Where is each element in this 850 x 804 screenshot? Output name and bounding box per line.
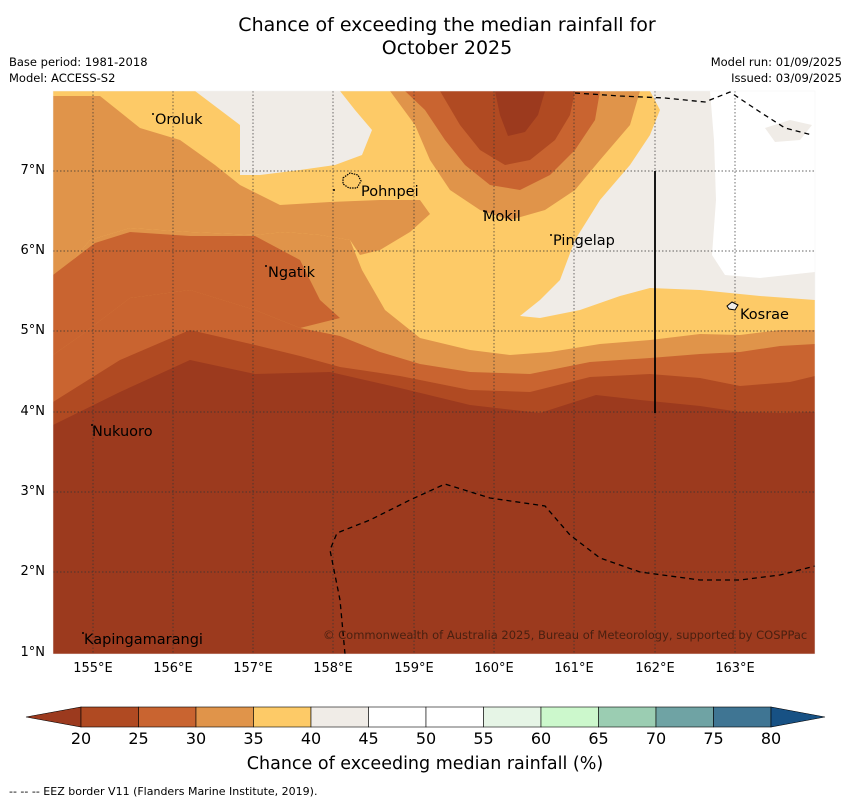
island-dots [82,113,552,634]
colorbar-tick-label: 50 [415,729,437,748]
colorbar-cell [195,706,254,728]
map-title: Chance of exceeding the median rainfall … [0,14,850,60]
band-45-50-north [195,91,372,175]
place-nukuoro: Nukuoro [92,424,153,440]
lat-label: 7°N [20,163,46,178]
colorbar-cell [655,706,714,728]
colorbar-tick-label: 25 [128,729,149,748]
colorbar-cells [25,706,826,728]
place-oroluk: Oroluk [155,112,203,128]
lat-label: 1°N [20,645,46,660]
band-35-40-upper-left [53,96,430,300]
colorbar-tick-label: 55 [473,729,494,748]
colorbar-tick-label: 65 [588,729,609,748]
colorbar-tick-label: 75 [703,729,724,748]
lon-label: 163°E [715,661,755,676]
colorbar-tick-label: 30 [185,729,207,748]
eez-footnote: -- -- -- EEZ border V11 (Flanders Marine… [9,785,318,798]
lon-label: 155°E [73,661,113,676]
model-run-date: Model run: 01/09/2025 [710,55,842,69]
colorbar-tick-label: 80 [760,729,782,748]
lat-label: 4°N [20,404,46,419]
colorbar-cell [540,706,599,728]
model-info: Base period: 1981-2018 Model: ACCESS-S2 [9,54,148,86]
colorbar-label: Chance of exceeding median rainfall (%) [246,754,604,774]
colorbar-tick-label: 45 [358,729,379,748]
place-kosrae: Kosrae [740,307,789,323]
lat-label: 3°N [20,484,46,499]
colorbar-tick-label: 40 [300,729,322,748]
colorbar-extend-high [770,706,826,728]
place-ngatik: Ngatik [268,265,316,281]
colorbar-cell [425,706,484,728]
island-east-ne [765,120,812,142]
lat-label: 5°N [20,323,46,338]
colorbar-cell [483,706,542,728]
place-kapingamarangi: Kapingamarangi [84,632,203,648]
issued-date: Issued: 03/09/2025 [731,71,842,85]
copyright-notice: © Commonwealth of Australia 2025, Bureau… [323,628,808,642]
place-pingelap: Pingelap [553,233,615,249]
run-info: Model run: 01/09/2025 Issued: 03/09/2025 [711,54,842,86]
lon-label: 156°E [153,661,193,676]
colorbar-cell [310,706,369,728]
title-line-2: October 2025 [381,37,513,59]
colorbar-cell [138,706,197,728]
lon-label: 162°E [635,661,675,676]
eez-border [329,91,816,655]
colorbar-tick-label: 70 [645,729,667,748]
colorbar-cell [598,706,657,728]
title-line-1: Chance of exceeding the median rainfall … [238,14,656,36]
lon-label: 159°E [394,661,434,676]
rainfall-map [52,90,816,655]
place-mokil: Mokil [483,209,521,225]
colorbar-tick-label: 35 [243,729,264,748]
lat-label: 6°N [20,243,46,258]
band-35-40-left [53,232,340,355]
colorbar-tick-label: 60 [530,729,552,748]
colorbar-cell [368,706,427,728]
lon-label: 158°E [313,661,353,676]
colorbar-tick-label: 20 [70,729,92,748]
colorbar-cell [713,706,772,728]
colorbar-extend-low [25,706,82,728]
kosrae-island [726,301,739,311]
lon-label: 160°E [474,661,514,676]
colorbar-cell [253,706,312,728]
lon-label: 157°E [233,661,273,676]
gridlines [53,91,815,654]
place-pohnpei: Pohnpei [361,184,419,200]
lat-label: 2°N [20,564,46,579]
colorbar-cell [80,706,139,728]
band-55-60-east [710,91,815,278]
band-20-25-north-inner [495,91,545,136]
pohnpei-island [342,172,362,189]
lon-label: 161°E [554,661,594,676]
model-name: Model: ACCESS-S2 [9,71,116,85]
base-period: Base period: 1981-2018 [9,55,148,69]
